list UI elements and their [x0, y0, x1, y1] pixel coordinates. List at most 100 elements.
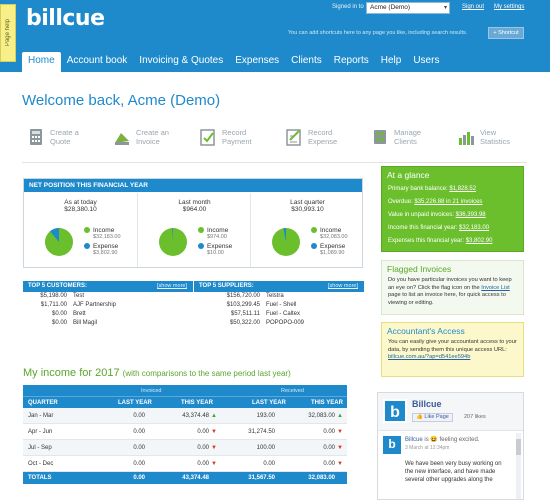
post-text: We have been very busy working on the ne…	[405, 461, 502, 483]
glance-row[interactable]: Income this financial year: $32,183.00	[388, 225, 490, 231]
arrow-up-icon: ▲	[211, 413, 217, 419]
quick-action-label: Create an Invoice	[136, 128, 169, 146]
flagged-invoices-panel: Flagged Invoices Do you have particular …	[381, 260, 524, 315]
nav-expenses[interactable]: Expenses	[235, 55, 280, 66]
period-label: Last month	[178, 199, 211, 206]
pie-slice-expense	[172, 228, 173, 242]
flagged-invoices-text: Do you have particular invoices you want…	[388, 277, 512, 306]
table-row: Jul - Sep 0.00 0.00 ▼ 100.00 0.00 ▼	[23, 440, 347, 456]
sign-out-link[interactable]: Sign out	[462, 4, 485, 10]
glance-row[interactable]: Primary bank balance: $1,828.52	[388, 186, 477, 192]
income-dot-icon	[311, 227, 317, 233]
page-help-tab[interactable]: Page help	[0, 4, 16, 62]
like-page-button[interactable]: 👍 Like Page	[412, 413, 453, 422]
list-item[interactable]: $156,720.00 Telstra	[226, 293, 284, 299]
expense-dot-icon	[84, 243, 90, 249]
facebook-scrollbar[interactable]	[516, 433, 521, 499]
expense-dot-icon	[198, 243, 204, 249]
arrow-down-icon: ▼	[337, 445, 343, 451]
nav-home[interactable]: Home	[22, 52, 61, 72]
main-nav: Home Account book Invoicing & Quotes Exp…	[22, 52, 445, 72]
nav-help[interactable]: Help	[380, 55, 402, 66]
pie-slice-expense	[283, 228, 286, 242]
list-item[interactable]: $57,511.11 Fuel - Caltex	[230, 311, 301, 317]
post-time[interactable]: 3 March at 12:34pm	[405, 445, 450, 451]
show-more-suppliers-link[interactable]: [show more]	[328, 283, 358, 289]
period-value: $964.00	[182, 206, 207, 213]
income-legend: Income $974.00	[198, 227, 228, 240]
list-item[interactable]: $5,198.00 Test	[40, 293, 85, 299]
net-position-title: NET POSITION THIS FINANCIAL YEAR	[24, 179, 362, 192]
page-help-label: Page help	[5, 19, 11, 47]
nav-invoicing-quotes[interactable]: Invoicing & Quotes	[139, 55, 224, 66]
nav-reports[interactable]: Reports	[333, 55, 369, 66]
at-a-glance-title: At a glance	[387, 170, 430, 180]
logo[interactable]: billcue	[26, 6, 105, 31]
flagged-invoices-title: Flagged Invoices	[387, 264, 452, 274]
expense-legend: Expense $3,802.90	[84, 243, 118, 256]
statistics-icon	[459, 132, 474, 145]
post-author[interactable]: Billcue is 😆 feeling excited.	[405, 437, 480, 443]
thumbs-up-icon: 👍	[416, 414, 423, 420]
divider	[22, 162, 527, 163]
top-bar: billcue Signed in to Acme (Demo) ▾ Sign …	[0, 0, 550, 72]
facebook-page-name[interactable]: Billcue	[412, 399, 442, 409]
shortcut-note: You can add shortcuts here to any page y…	[288, 30, 468, 36]
list-item[interactable]: $103,299.45 Fuel - Shell	[226, 302, 297, 308]
list-item[interactable]: $0.00 Brett	[51, 311, 86, 317]
signed-in-label: Signed in to	[332, 4, 364, 10]
period-value: $28,380.10	[64, 206, 97, 213]
quick-action-label: Record Payment	[222, 128, 252, 146]
arrow-down-icon: ▼	[337, 461, 343, 467]
accountants-access-panel: Accountant's Access You can easily give …	[381, 322, 524, 377]
glance-row[interactable]: Value in unpaid invoices: $36,393.98	[388, 212, 486, 218]
account-select[interactable]: Acme (Demo) ▾	[366, 2, 450, 14]
pie-slice-expense	[50, 228, 59, 242]
pie-chart	[45, 228, 73, 256]
quick-action-label: View Statistics	[480, 128, 511, 146]
account-select-value: Acme (Demo)	[370, 4, 411, 11]
add-shortcut-button[interactable]: + Shortcut	[488, 27, 524, 39]
nav-account-book[interactable]: Account book	[66, 55, 128, 66]
access-url-link[interactable]: billcue.com.au/?ap=d541ee594b	[388, 354, 471, 360]
facebook-header: b Billcue 👍 Like Page 207 likes	[378, 393, 523, 431]
manage-clients-button[interactable]: Manage Clients	[366, 126, 444, 150]
top-customers-header: TOP 5 CUSTOMERS: [show more]	[23, 281, 193, 292]
create-invoice-button[interactable]: Create an Invoice	[108, 126, 186, 150]
record-payment-button[interactable]: Record Payment	[194, 126, 272, 150]
nav-clients[interactable]: Clients	[291, 55, 322, 66]
list-item[interactable]: $0.00 Bill Magil	[51, 320, 98, 326]
show-more-customers-link[interactable]: [show more]	[157, 283, 187, 289]
income-legend: Income $32,083.00	[311, 227, 348, 240]
top-suppliers-panel: TOP 5 SUPPLIERS: [show more] $156,720.00 T…	[194, 281, 364, 339]
arrow-down-icon: ▼	[211, 429, 217, 435]
expense-legend: Expense $10.00	[198, 243, 232, 256]
arrow-up-icon: ▲	[337, 413, 343, 419]
expense-legend: Expense $1,089.90	[311, 243, 345, 256]
list-item[interactable]: $50,322.00 POPOPO-009	[229, 320, 305, 326]
period-value: $30,993.10	[291, 206, 324, 213]
table-row: Jan - Mar 0.00 43,374.48 ▲ 193.00 32,083.…	[23, 408, 347, 424]
pie-chart	[159, 228, 187, 256]
accountants-access-text: You can easily give your accountant acce…	[388, 339, 517, 353]
net-position-panel: NET POSITION THIS FINANCIAL YEAR As at t…	[23, 178, 363, 268]
quick-action-label: Manage Clients	[394, 128, 422, 146]
nav-users[interactable]: Users	[413, 55, 440, 66]
facebook-widget: b Billcue 👍 Like Page 207 likes b Billcu…	[377, 392, 524, 500]
scrollbar-thumb[interactable]	[516, 439, 521, 455]
invoice-list-link[interactable]: Invoice List	[481, 284, 510, 291]
glance-row[interactable]: Overdue: $35,226.88 in 21 invoices	[388, 199, 483, 205]
view-statistics-button[interactable]: View Statistics	[452, 126, 530, 150]
glance-row[interactable]: Expenses this financial year: $3,802.90	[388, 238, 493, 244]
quick-action-label: Create a Quote	[50, 128, 79, 146]
table-row: Apr - Jun 0.00 0.00 ▼ 31,274.50 0.00 ▼	[23, 424, 347, 440]
create-quote-button[interactable]: Create a Quote	[22, 126, 100, 150]
accountants-access-title: Accountant's Access	[387, 326, 465, 336]
payment-icon	[200, 129, 215, 146]
record-expense-button[interactable]: Record Expense	[280, 126, 358, 150]
at-a-glance-panel: At a glance Primary bank balance: $1,828…	[381, 166, 524, 252]
my-settings-link[interactable]: My settings	[494, 4, 525, 10]
income-table-group-header: Invoiced Received	[23, 385, 347, 396]
list-item[interactable]: $1,711.00 AJF Partnership	[40, 302, 117, 308]
income-section-title: My income for 2017 (with comparisons to …	[23, 367, 291, 379]
